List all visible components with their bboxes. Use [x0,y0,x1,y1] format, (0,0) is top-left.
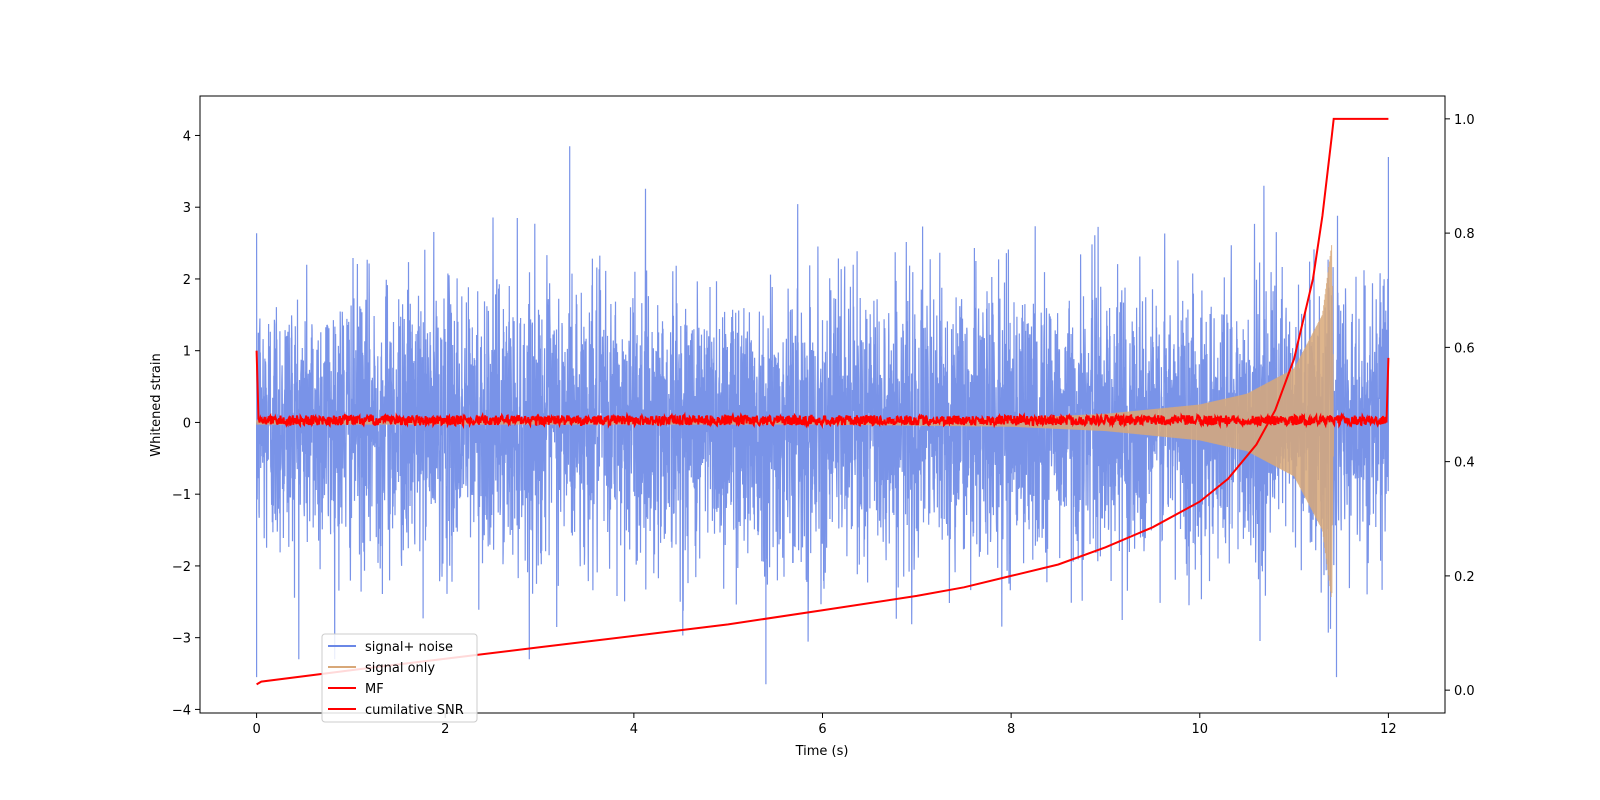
y-tick-label: 1 [183,345,191,360]
plot-area [255,117,1390,686]
series-signal-noise-line [256,146,1389,685]
x-tick-label: 10 [1191,722,1208,737]
legend-label-signal-noise: signal+ noise [365,640,453,655]
y-tick-label: 0 [183,416,191,431]
x-tick-label: 12 [1380,722,1397,737]
y-axis-left: −4 −3 −2 −1 0 1 2 3 4 [172,129,200,718]
x-axis-label: Time (s) [795,744,849,759]
y-tick-label: −1 [172,488,191,503]
x-tick-label: 4 [630,722,638,737]
x-tick-label: 0 [252,722,260,737]
legend-label-mf: MF [365,682,384,697]
series-mf-line [255,350,1390,430]
y2-tick-label: 0.8 [1454,227,1475,242]
x-tick-label: 6 [818,722,826,737]
y2-tick-label: 0.2 [1454,570,1475,585]
y2-tick-label: 0.0 [1454,684,1475,699]
y-axis-label: Whitened strain [149,353,164,456]
legend-box [321,633,478,723]
legend: signal+ noise signal only MF cumilative … [321,633,478,723]
y2-tick-label: 1.0 [1454,113,1475,128]
y-tick-label: 4 [183,129,191,144]
x-tick-label: 2 [441,722,449,737]
y-axis-right: 0.0 0.2 0.4 0.6 0.8 1.0 [1445,113,1475,699]
legend-label-signal-only: signal only [365,661,435,676]
y-tick-label: −4 [172,703,191,718]
y-tick-label: 2 [183,273,191,288]
legend-label-cumulative-snr: cumilative SNR [365,703,464,718]
y2-tick-label: 0.6 [1454,341,1475,356]
y-tick-label: −2 [172,560,191,575]
y2-tick-label: 0.4 [1454,456,1475,471]
y-tick-label: 3 [183,201,191,216]
series-cumulative-snr-line [256,117,1389,686]
x-tick-label: 8 [1007,722,1015,737]
y-tick-label: −3 [172,632,191,647]
